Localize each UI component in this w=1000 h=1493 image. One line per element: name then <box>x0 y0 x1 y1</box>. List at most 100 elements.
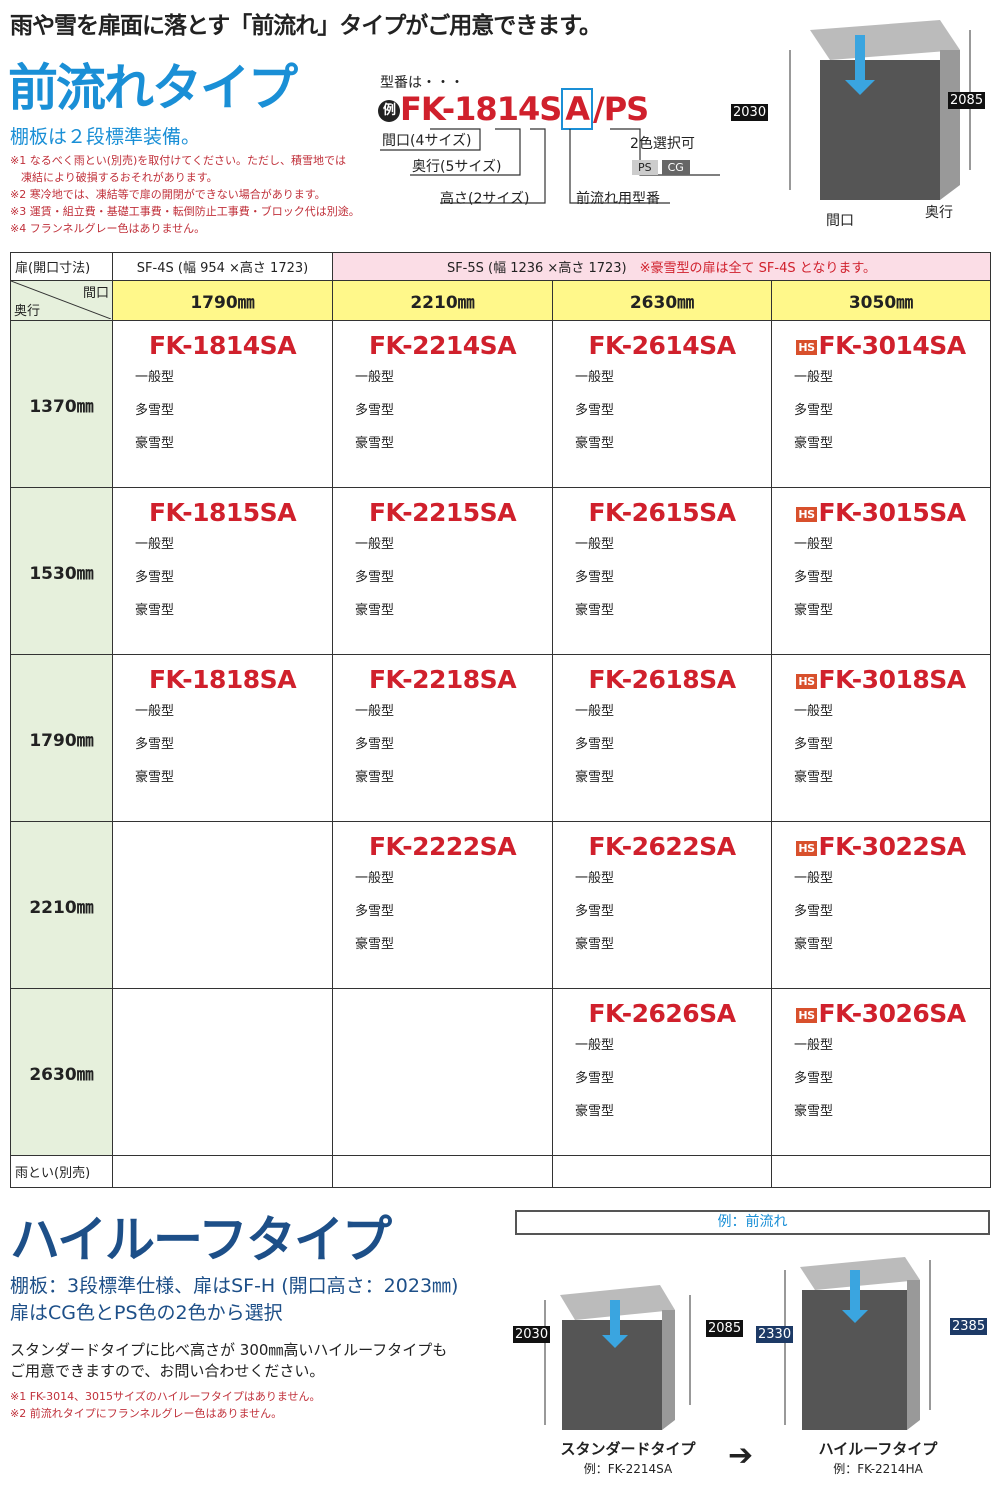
table-row: 2630㎜ FK-2626SA 一般型 多雪型 豪雪型 HS FK-3026SA 一般型 多雪型… <box>10 988 991 1156</box>
type-label: 豪雪型 <box>575 1104 615 1119</box>
model-code: FK-2214SA <box>333 331 552 360</box>
type-label: 一般型 <box>135 704 175 719</box>
example-header: 例：前流れ <box>515 1210 990 1235</box>
type-label: 豪雪型 <box>355 770 395 785</box>
type-label: 豪雪型 <box>575 603 615 618</box>
model-code: HS FK-3014SA <box>772 331 990 360</box>
model-code: HS FK-3015SA <box>772 498 990 527</box>
dim-width: 間口 <box>826 213 854 229</box>
model-code-text: FK-2618SA <box>588 665 736 694</box>
type-label: 一般型 <box>575 537 615 552</box>
dim-height-2030: 2030 <box>731 104 769 121</box>
type-label: 多雪型 <box>794 737 834 752</box>
dim-depth: 奥行 <box>925 205 953 221</box>
model-code-text: FK-2614SA <box>588 331 736 360</box>
type-label: 一般型 <box>794 370 834 385</box>
corner-width: 間口 <box>82 286 109 301</box>
type-label: 多雪型 <box>575 904 615 919</box>
model-code: FK-2626SA <box>553 999 771 1028</box>
model-code-text: FK-3022SA <box>818 832 967 861</box>
code-suffix: /PS <box>593 90 649 128</box>
model-cell: FK-1818SA 一般型多雪型豪雪型 <box>112 654 333 822</box>
type-label: 一般型 <box>355 704 395 719</box>
code-prefix: FK-1814S <box>400 90 562 128</box>
std-caption: スタンダードタイプ <box>560 1440 696 1458</box>
std-example: 例：FK-2214SA <box>583 1462 673 1476</box>
type-label: 一般型 <box>575 1038 615 1053</box>
hs-badge: HS <box>796 506 817 522</box>
table-row: 1790㎜ FK-1818SA 一般型 多雪型 豪雪型 FK-2218SA 一般型 多雪型 豪雪… <box>10 654 991 822</box>
model-code-text: FK-2215SA <box>368 498 517 527</box>
type-label: 一般型 <box>135 370 175 385</box>
highroof-description: スタンダードタイプに比べ高さが 300㎜高いハイルーフタイプも ご用意できますので… <box>10 1340 447 1382</box>
door-5s: SF-5S (幅 1236 ×高さ 1723) ※豪雪型の扉は全て SF-4S … <box>332 252 991 281</box>
type-label: 一般型 <box>355 537 395 552</box>
type-label: 多雪型 <box>794 570 834 585</box>
type-label: 一般型 <box>794 1038 834 1053</box>
type-label: 豪雪型 <box>794 436 834 451</box>
type-label: 豪雪型 <box>794 603 834 618</box>
model-label: 型番は・・・ <box>380 75 464 91</box>
type-label: 豪雪型 <box>355 603 395 618</box>
highroof-sub2: 扉はCG色とPS色の2色から選択 <box>10 1302 283 1324</box>
depth-label: 奥行(5サイズ) <box>412 159 502 175</box>
front-label: 前流れ用型番 <box>576 191 660 207</box>
model-code: FK-1814SA <box>113 331 332 360</box>
model-cell: FK-1815SA 一般型 多雪型 豪雪型 <box>112 487 333 655</box>
model-code-text: FK-1818SA <box>148 665 297 694</box>
type-label: 多雪型 <box>355 570 395 585</box>
type-label: 一般型 <box>135 537 175 552</box>
corner-header: 間口奥行 <box>10 280 113 321</box>
highroof-sub1: 棚板：3段標準仕様、扉はSF-H (開口高さ：2023㎜) <box>10 1275 459 1297</box>
type-label: 一般型 <box>794 871 834 886</box>
type-label: 多雪型 <box>575 737 615 752</box>
shed-illustration <box>789 20 971 200</box>
type-label: 豪雪型 <box>135 770 175 785</box>
type-label: 豪雪型 <box>794 937 834 952</box>
empty-cell <box>112 1155 333 1188</box>
model-code-text: FK-2622SA <box>588 832 736 861</box>
model-code: FK-2618SA <box>553 665 771 694</box>
model-cell: FK-2626SA 一般型 多雪型 豪雪型 <box>552 988 772 1156</box>
type-label: 一般型 <box>794 704 834 719</box>
subtitle: 棚板は２段標準装備。 <box>10 126 201 148</box>
model-cell: FK-2215SA 一般型多雪型豪雪型 <box>332 487 553 655</box>
code-a: A <box>561 88 594 130</box>
width-header: 2210㎜ <box>332 280 553 321</box>
depth-header: 2630㎜ <box>10 988 113 1156</box>
empty-cell <box>112 988 333 1156</box>
notes: ※1 なるべく雨とい(別売)を取付けてください。ただし、積雪地では 凍結により破… <box>10 152 360 237</box>
table-row: 1370㎜ FK-1814SA 一般型 多雪型 豪雪型 FK-2214SA 一般型 多雪型 豪雪… <box>10 320 991 488</box>
width-header: 2630㎜ <box>552 280 772 321</box>
model-code: FK-2222SA <box>333 832 552 861</box>
gutter-label: 雨とい(別売) <box>10 1155 113 1188</box>
type-label: 一般型 <box>575 704 615 719</box>
model-code-text: FK-3026SA <box>818 999 967 1028</box>
example-badge: 例 <box>378 100 400 122</box>
model-code-text: FK-1815SA <box>148 498 297 527</box>
model-cell: FK-1814SA 一般型 多雪型 豪雪型 <box>112 320 333 488</box>
model-code-text: FK-2214SA <box>368 331 517 360</box>
type-label: 多雪型 <box>135 570 175 585</box>
door-note: ※豪雪型の扉は全て SF-4S となります。 <box>639 261 877 276</box>
corner-depth: 奥行 <box>14 304 41 319</box>
shed-comparison-illustration <box>544 1257 931 1430</box>
type-label: 豪雪型 <box>355 937 395 952</box>
desc-line: スタンダードタイプに比べ高さが 300㎜高いハイルーフタイプも <box>10 1341 448 1359</box>
type-label: 多雪型 <box>794 904 834 919</box>
hs-badge: HS <box>796 339 817 355</box>
empty-cell <box>552 1155 772 1188</box>
model-code-text: FK-3018SA <box>818 665 967 694</box>
type-label: 多雪型 <box>355 904 395 919</box>
depth-header: 1790㎜ <box>10 654 113 822</box>
type-label: 多雪型 <box>135 737 175 752</box>
hs-badge: HS <box>796 1007 817 1023</box>
model-code-text: FK-3015SA <box>818 498 967 527</box>
type-label: 一般型 <box>575 370 615 385</box>
model-code-text: FK-3014SA <box>818 331 967 360</box>
model-cell: FK-2218SA 一般型 多雪型 豪雪型 <box>332 654 553 822</box>
model-code-text: FK-2626SA <box>588 999 736 1028</box>
high-example: 例：FK-2214HA <box>833 1462 923 1476</box>
model-code: FK-2614SA <box>553 331 771 360</box>
arrow-right-icon: ➔ <box>728 1438 754 1473</box>
